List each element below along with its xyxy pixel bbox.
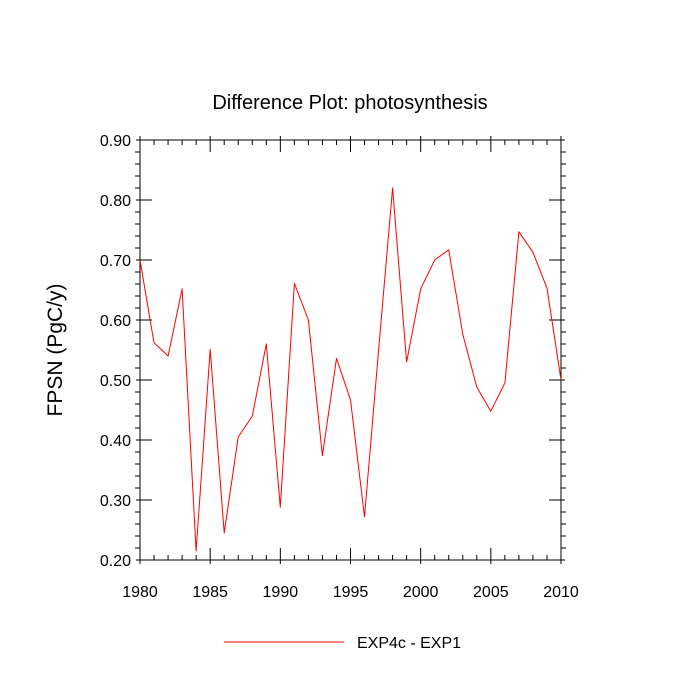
x-tick-label: 1990 xyxy=(263,584,299,601)
axis-ticks: 1980 1985 1990 1995 2000 2005 2010 0.20 0.30 0.40… xyxy=(100,133,579,601)
x-tick-label: 1980 xyxy=(122,584,158,601)
y-tick-label: 0.40 xyxy=(100,433,131,450)
x-tick-label: 1985 xyxy=(192,584,228,601)
chart-title: Difference Plot: photosynthesis xyxy=(212,92,487,114)
legend: EXP4c - EXP1 xyxy=(224,635,461,652)
legend-label: EXP4c - EXP1 xyxy=(357,635,461,652)
x-tick-label: 2000 xyxy=(403,584,439,601)
y-tick-label: 0.90 xyxy=(100,133,131,150)
plot-frame xyxy=(139,139,562,561)
y-tick-label: 0.30 xyxy=(100,493,131,510)
x-tick-label: 2005 xyxy=(473,584,509,601)
series-line-0 xyxy=(139,187,562,552)
y-axis-label: FPSN (PgC/y) xyxy=(44,283,67,416)
y-tick-label: 0.50 xyxy=(100,373,131,390)
y-tick-label: 0.60 xyxy=(100,313,131,330)
y-tick-label: 0.20 xyxy=(100,553,131,570)
x-tick-label: 2010 xyxy=(543,584,579,601)
y-tick-label: 0.70 xyxy=(100,253,131,270)
y-tick-label: 0.80 xyxy=(100,193,131,210)
series-layer xyxy=(139,187,562,552)
x-tick-label: 1995 xyxy=(333,584,369,601)
